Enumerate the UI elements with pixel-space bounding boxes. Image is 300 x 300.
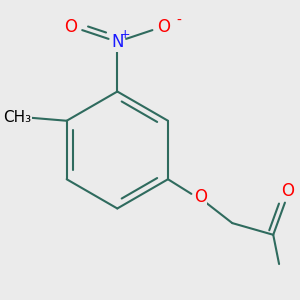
Text: -: -: [176, 14, 181, 28]
Text: N: N: [111, 33, 124, 51]
Text: O: O: [194, 188, 207, 206]
Text: O: O: [281, 182, 294, 200]
Text: CH₃: CH₃: [3, 110, 31, 125]
Text: O: O: [158, 18, 171, 36]
Text: +: +: [119, 28, 130, 41]
Text: O: O: [64, 18, 77, 36]
